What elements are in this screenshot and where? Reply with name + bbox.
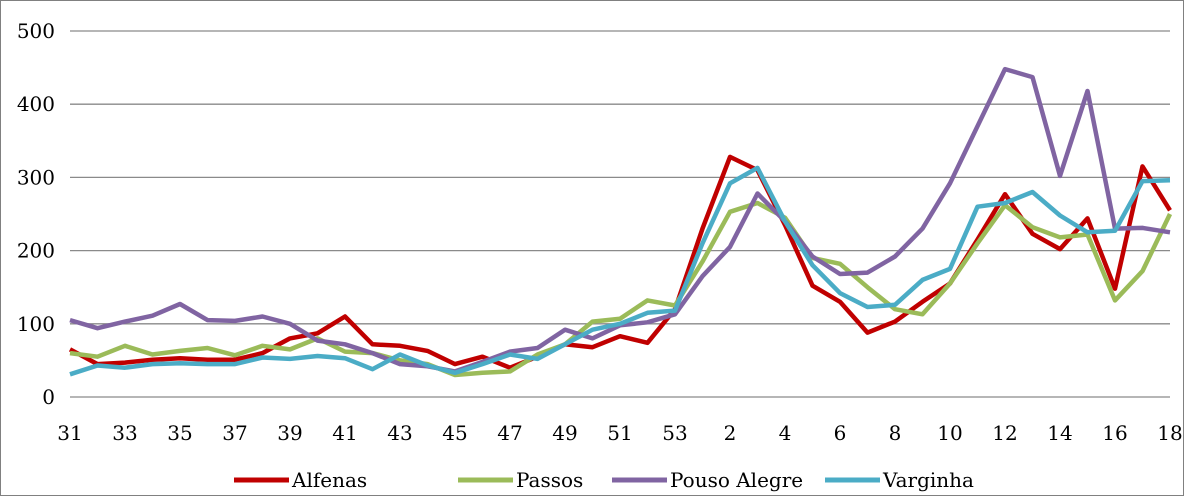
legend-label-passos: Passos [516,468,583,492]
x-tick-label-31: 31 [57,421,82,445]
x-tick-label-16: 16 [1102,421,1127,445]
legend: Alfenas Passos Pouso Alegre Varginha [234,468,974,492]
legend-label-varginha: Varginha [882,468,974,492]
x-tick-label-33: 33 [112,421,137,445]
gridlines [70,30,1170,398]
y-axis-tick-labels: 0 100 200 300 400 500 [17,19,55,409]
legend-label-pouso-alegre: Pouso Alegre [670,468,803,492]
x-tick-label-51: 51 [607,421,632,445]
y-tick-label-300: 300 [17,165,55,189]
x-tick-label-2: 2 [724,421,737,445]
y-tick-label-100: 100 [17,312,55,336]
legend-label-alfenas: Alfenas [291,468,367,492]
x-tick-label-47: 47 [497,421,522,445]
y-tick-label-500: 500 [17,19,55,43]
series-lines [68,66,1173,378]
x-tick-label-4: 4 [779,421,792,445]
x-tick-label-14: 14 [1047,421,1072,445]
x-tick-label-35: 35 [167,421,192,445]
x-tick-label-45: 45 [442,421,467,445]
series-line-passos [69,200,1173,378]
x-tick-label-41: 41 [332,421,357,445]
series-line-varginha [69,165,1171,377]
y-tick-label-200: 200 [17,239,55,263]
y-tick-label-400: 400 [17,92,55,116]
x-tick-label-12: 12 [992,421,1017,445]
y-tick-label-0: 0 [42,385,55,409]
x-tick-label-8: 8 [889,421,902,445]
x-tick-label-6: 6 [834,421,847,445]
x-axis-tick-labels: 31 33 35 37 39 41 43 45 47 49 51 53 2 4 6 8 10 12 14 16 18 [57,421,1182,445]
series-line-alfenas [68,154,1172,370]
x-tick-label-53: 53 [662,421,687,445]
x-tick-label-49: 49 [552,421,577,445]
x-tick-label-37: 37 [222,421,247,445]
x-tick-label-39: 39 [277,421,302,445]
x-tick-label-10: 10 [937,421,962,445]
x-tick-label-18: 18 [1157,421,1182,445]
x-tick-label-43: 43 [387,421,412,445]
